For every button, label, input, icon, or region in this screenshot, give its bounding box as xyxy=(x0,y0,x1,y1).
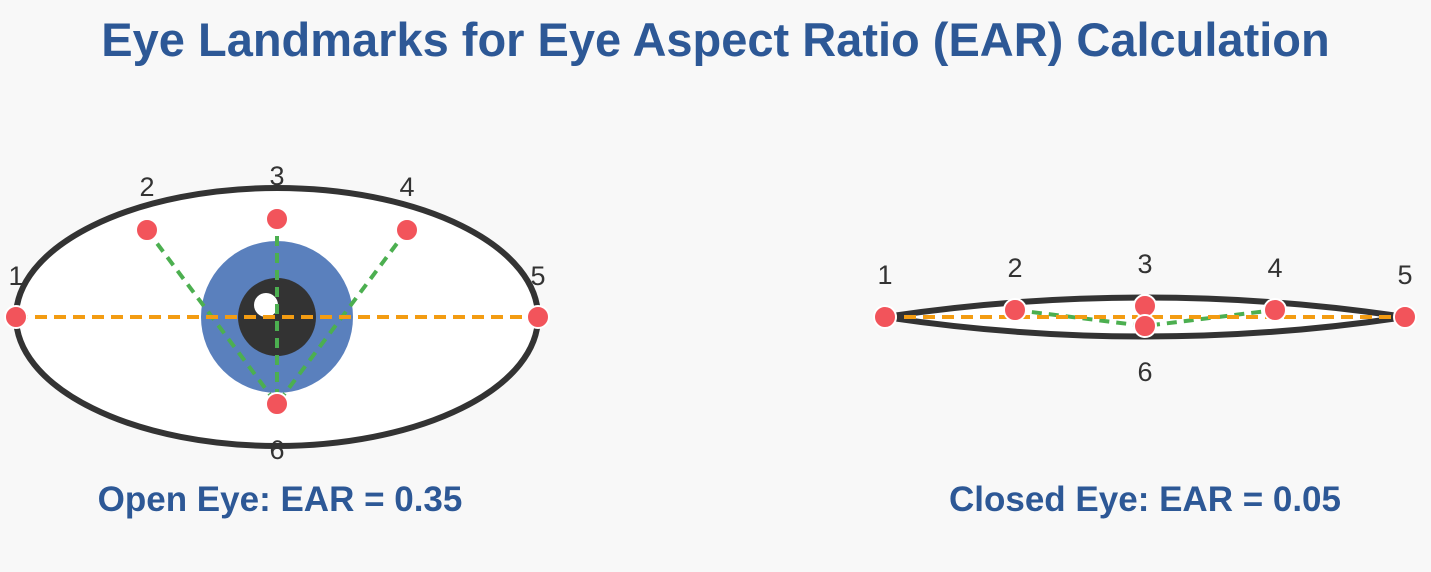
open-eye-landmark-1 xyxy=(4,305,28,329)
open-eye-landmark-2 xyxy=(135,218,159,242)
open-eye-label-2: 2 xyxy=(139,172,154,202)
closed-eye-landmark-6 xyxy=(1133,314,1157,338)
closed-eye-landmark-1 xyxy=(873,305,897,329)
open-eye-caption: Open Eye: EAR = 0.35 xyxy=(97,480,463,519)
open-eye-landmark-5 xyxy=(526,305,550,329)
closed-eye-landmark-3 xyxy=(1133,294,1157,318)
closed-eye-label-5: 5 xyxy=(1397,260,1412,290)
closed-eye-label-4: 4 xyxy=(1267,253,1282,283)
open-eye-landmark-6 xyxy=(265,392,289,416)
open-eye-landmark-3 xyxy=(265,207,289,231)
closed-eye-landmark-4 xyxy=(1263,298,1287,322)
closed-eye-label-2: 2 xyxy=(1007,253,1022,283)
closed-eye-label-6: 6 xyxy=(1137,357,1152,387)
open-eye-label-6: 6 xyxy=(269,435,284,465)
closed-eye-label-3: 3 xyxy=(1137,249,1152,279)
page-title: Eye Landmarks for Eye Aspect Ratio (EAR)… xyxy=(101,13,1330,66)
open-eye-label-3: 3 xyxy=(269,161,284,191)
closed-eye-label-1: 1 xyxy=(877,260,892,290)
closed-eye-diagram: 1 2 3 4 5 6 xyxy=(873,249,1417,387)
closed-eye-landmark-5 xyxy=(1393,305,1417,329)
open-eye-highlight xyxy=(254,293,278,317)
closed-eye-caption: Closed Eye: EAR = 0.05 xyxy=(949,480,1341,519)
open-eye-landmark-4 xyxy=(395,218,419,242)
open-eye-label-1: 1 xyxy=(8,261,23,291)
open-eye-diagram: 1 2 3 4 5 6 xyxy=(4,161,550,465)
closed-eye-landmark-2 xyxy=(1003,298,1027,322)
open-eye-label-5: 5 xyxy=(530,261,545,291)
open-eye-label-4: 4 xyxy=(399,172,414,202)
